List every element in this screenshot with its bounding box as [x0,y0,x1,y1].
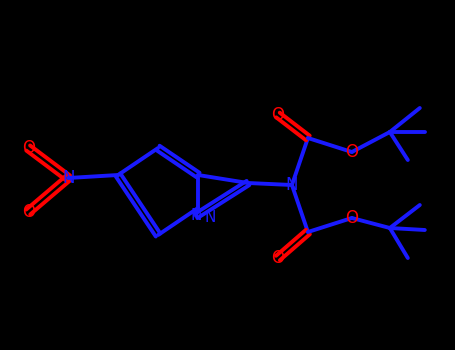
Text: O: O [272,249,284,267]
Text: O: O [22,139,35,157]
Text: N: N [62,169,75,187]
Text: N: N [286,176,298,194]
Text: O: O [22,203,35,221]
Text: O: O [345,209,359,227]
Text: N: N [204,210,216,225]
Text: O: O [272,106,284,124]
Text: O: O [345,143,359,161]
Text: N: N [190,209,202,224]
